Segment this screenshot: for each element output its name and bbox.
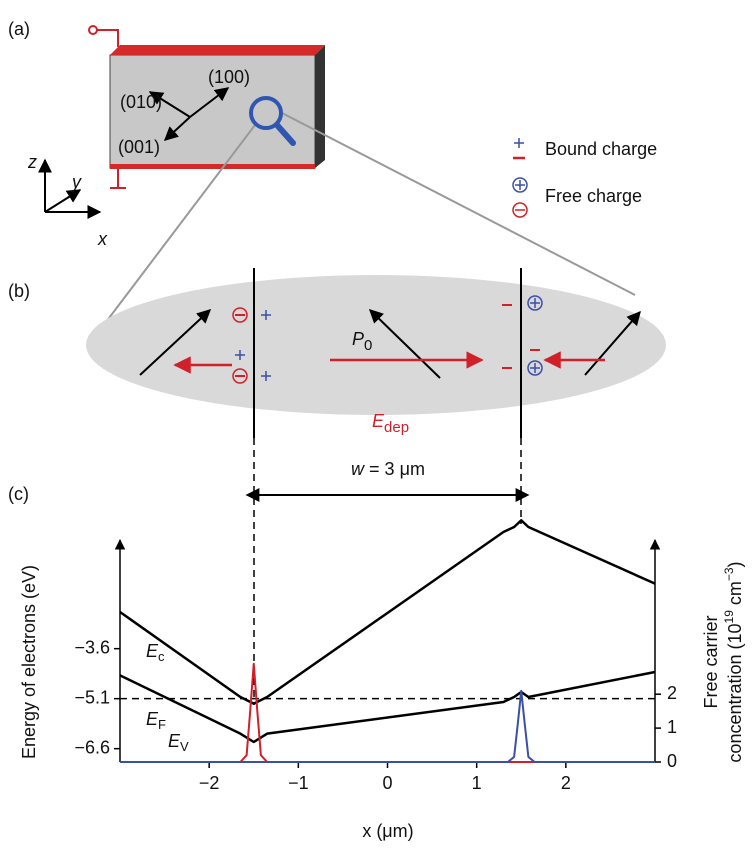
direction-label: (001) xyxy=(118,137,160,157)
free-charge xyxy=(232,368,248,384)
panel-label: (b) xyxy=(8,281,30,301)
x-tick-label: 0 xyxy=(382,773,392,793)
axis-name: z xyxy=(27,152,37,172)
charge xyxy=(235,350,245,360)
width-label: w = 3 μm xyxy=(351,459,425,479)
y-tick-label: −5.1 xyxy=(74,687,110,707)
free-charge xyxy=(527,295,543,311)
legend-label: Bound charge xyxy=(545,139,657,159)
polarization-label: P0 xyxy=(352,329,372,354)
charge xyxy=(261,371,271,381)
x-tick-label: 1 xyxy=(472,773,482,793)
y-axis-label: Energy of electrons (eV) xyxy=(19,565,39,759)
y2-tick-label: 0 xyxy=(667,751,677,771)
curve xyxy=(120,689,655,763)
axis-name: y xyxy=(70,172,82,192)
legend-label: Free charge xyxy=(545,186,642,206)
curve xyxy=(120,662,655,763)
x-tick-label: −2 xyxy=(199,773,220,793)
curve xyxy=(119,670,656,744)
field-label: Edep xyxy=(372,411,409,436)
free-charge xyxy=(232,307,248,323)
x-axis-label: x (μm) xyxy=(362,821,413,841)
direction-label: (100) xyxy=(208,67,250,87)
axis-name: x xyxy=(97,229,108,249)
curve xyxy=(119,519,656,705)
curve-label: EF xyxy=(146,709,166,733)
domain-drawing xyxy=(139,268,641,705)
charge xyxy=(530,363,540,373)
panel-label: (a) xyxy=(8,19,30,39)
charge xyxy=(530,298,540,308)
curve-label: EV xyxy=(168,731,189,755)
coordinate-axes xyxy=(38,158,102,219)
charge xyxy=(261,310,271,320)
curve-label: Ec xyxy=(146,641,165,665)
y-tick-label: −3.6 xyxy=(74,637,110,657)
x-tick-label: −1 xyxy=(288,773,309,793)
y2-tick-label: 2 xyxy=(667,683,677,703)
y-tick-label: −6.6 xyxy=(74,737,110,757)
y2-axis-label: Free carrier xyxy=(701,615,721,708)
legend-symbols xyxy=(512,138,528,218)
y2-axis-label: concentration (1019 cm−3) xyxy=(722,561,745,762)
x-tick-label: 2 xyxy=(561,773,571,793)
panel-label: (c) xyxy=(8,484,29,504)
crystal xyxy=(88,25,636,331)
y2-tick-label: 1 xyxy=(667,717,677,737)
free-charge xyxy=(527,360,543,376)
direction-label: (010) xyxy=(120,92,162,112)
